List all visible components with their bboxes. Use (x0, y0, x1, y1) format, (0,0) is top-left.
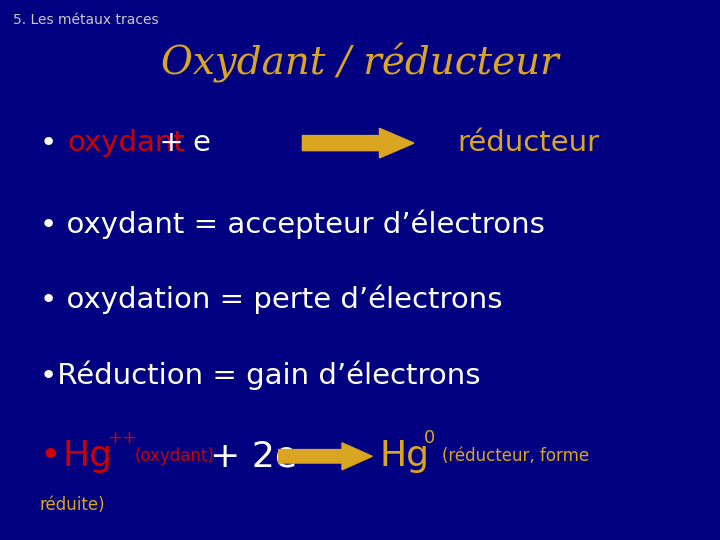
Text: + e: + e (150, 129, 211, 157)
Text: ++: ++ (107, 429, 138, 448)
Text: 5. Les métaux traces: 5. Les métaux traces (13, 14, 158, 28)
Text: oxydant: oxydant (67, 129, 185, 157)
Text: Oxydant / réducteur: Oxydant / réducteur (161, 43, 559, 83)
Text: (réducteur, forme: (réducteur, forme (442, 447, 589, 465)
Text: + 2e: + 2e (210, 440, 297, 473)
FancyArrow shape (279, 443, 372, 470)
Text: réducteur: réducteur (457, 129, 599, 157)
Text: (oxydant): (oxydant) (135, 447, 215, 465)
Text: 0: 0 (424, 429, 436, 448)
Text: •: • (40, 129, 66, 157)
Text: •Réduction = gain d’électrons: •Réduction = gain d’électrons (40, 361, 480, 390)
Text: • oxydation = perte d’électrons: • oxydation = perte d’électrons (40, 285, 502, 314)
Text: Hg: Hg (63, 440, 112, 473)
FancyArrow shape (302, 128, 414, 158)
Text: • oxydant = accepteur d’électrons: • oxydant = accepteur d’électrons (40, 210, 544, 239)
Text: réduite): réduite) (40, 496, 105, 514)
Text: •: • (40, 440, 61, 473)
Text: Hg: Hg (379, 440, 429, 473)
